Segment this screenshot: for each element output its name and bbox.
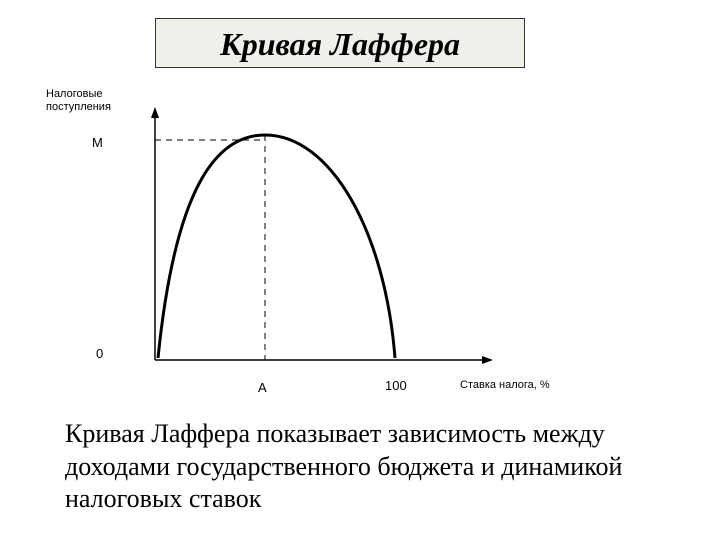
- chart-svg: [40, 80, 600, 390]
- page-title: Кривая Лаффера: [220, 26, 460, 62]
- title-box: Кривая Лаффера: [155, 18, 525, 68]
- x-axis-label: Ставка налога, %: [460, 379, 550, 391]
- y-axis-label: Налоговыепоступления: [46, 88, 111, 113]
- laffer-chart: [40, 80, 600, 390]
- description-text: Кривая Лаффера показывает зависимость ме…: [65, 418, 665, 516]
- label-zero: 0: [96, 346, 103, 361]
- label-M: M: [92, 135, 103, 150]
- label-100: 100: [385, 378, 407, 393]
- label-A: A: [258, 380, 267, 395]
